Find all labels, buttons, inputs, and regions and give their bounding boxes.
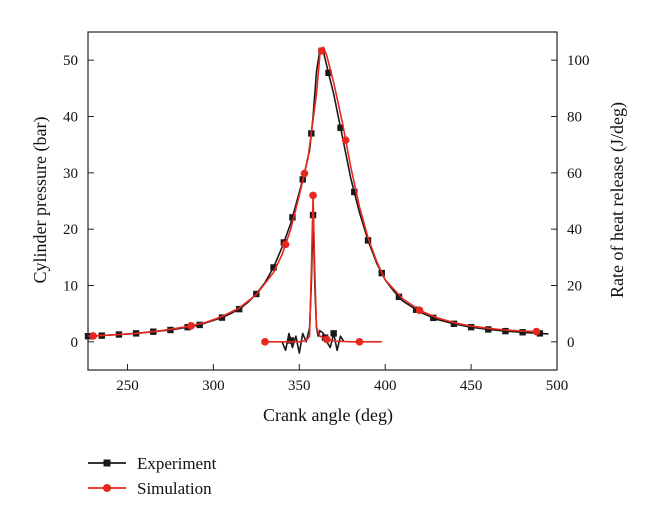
data-point-simulation-left: [89, 332, 97, 340]
y-right-tick-label: 80: [567, 110, 582, 126]
y-left-tick-label: 50: [63, 53, 78, 69]
data-point-experiment-right: [330, 330, 337, 337]
data-point-experiment-left: [485, 326, 492, 333]
data-point-experiment-left: [502, 327, 509, 335]
y-right-tick-label: 20: [567, 279, 582, 295]
data-point-experiment-left: [430, 314, 437, 322]
y-right-tick-label: 100: [567, 53, 590, 69]
y-right-tick-label: 0: [567, 335, 575, 351]
legend: Experiment Simulation: [88, 454, 217, 498]
x-tick-label: 450: [460, 378, 483, 394]
data-point-experiment-left: [270, 264, 277, 271]
data-point-experiment-left: [289, 214, 296, 221]
data-point-simulation-right: [309, 191, 317, 200]
x-tick-label: 250: [116, 378, 139, 394]
legend-label-experiment: Experiment: [137, 454, 217, 473]
data-point-experiment-right: [287, 337, 294, 344]
data-point-experiment-left: [467, 323, 475, 331]
x-tick-label: 350: [288, 378, 311, 394]
y-left-tick-label: 0: [71, 335, 79, 351]
data-point-simulation-left: [300, 169, 309, 178]
x-tick-label: 400: [374, 378, 397, 394]
data-point-experiment-left: [519, 329, 526, 336]
x-axis-title: Crank angle (deg): [263, 405, 393, 426]
data-point-experiment-left: [235, 305, 243, 313]
series-line-experiment-left: [87, 49, 549, 337]
data-point-simulation-right: [355, 338, 364, 346]
y-right-tick-label: 60: [567, 166, 582, 182]
legend-marker-experiment: [103, 459, 111, 467]
data-point-experiment-left: [364, 237, 372, 244]
data-point-simulation-left: [281, 240, 290, 249]
data-point-simulation-right: [261, 338, 269, 346]
x-tick-label: 500: [546, 378, 569, 394]
y-left-tick-label: 30: [63, 166, 78, 182]
data-point-simulation-left: [532, 327, 541, 336]
legend-marker-simulation: [103, 484, 111, 492]
y-left-tick-label: 10: [63, 279, 78, 295]
data-point-experiment-left: [536, 330, 544, 337]
data-point-simulation-left: [341, 136, 350, 144]
axes: 250 300 350 400 450 5000102030405002040608010…: [63, 31, 590, 394]
data-point-experiment-left: [325, 69, 332, 77]
y-axis-left-title: Cylinder pressure (bar): [30, 117, 51, 284]
y-left-tick-label: 40: [63, 110, 78, 126]
data-point-experiment-left: [450, 320, 458, 328]
y-left-tick-label: 20: [63, 222, 78, 238]
data-point-experiment-left: [337, 124, 344, 131]
data-point-experiment-left: [351, 188, 358, 196]
x-tick-label: 300: [202, 378, 225, 394]
data-point-experiment-left: [395, 293, 403, 301]
legend-label-simulation: Simulation: [137, 479, 212, 498]
plot-area: [84, 46, 549, 354]
data-point-simulation-left: [415, 306, 424, 315]
y-right-tick-label: 40: [567, 222, 582, 238]
data-point-simulation-left: [187, 322, 195, 330]
data-point-experiment-left: [218, 314, 226, 321]
plot-frame: [87, 31, 558, 371]
y-axis-right-title: Rate of heat release (J/deg): [607, 102, 628, 298]
series-line-simulation-right: [264, 194, 382, 343]
data-point-experiment-left: [196, 321, 203, 329]
data-point-simulation-right: [322, 335, 331, 344]
data-point-simulation-left: [317, 47, 326, 55]
